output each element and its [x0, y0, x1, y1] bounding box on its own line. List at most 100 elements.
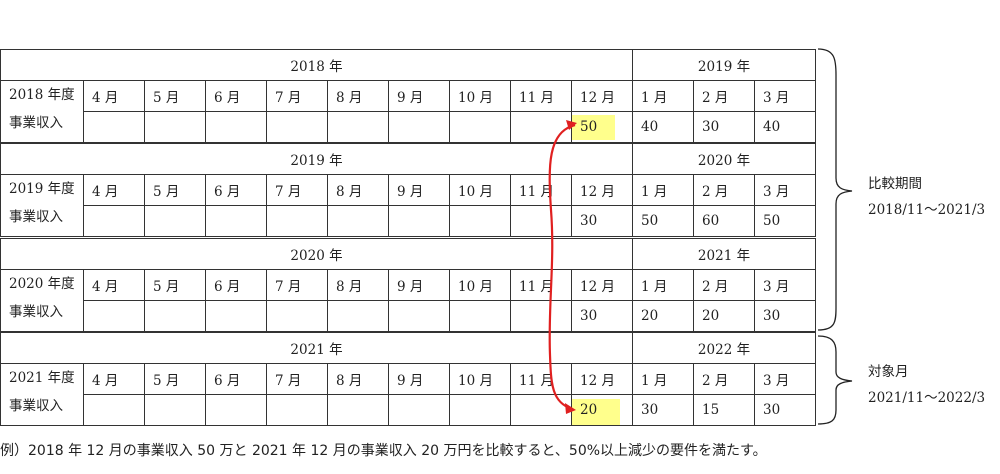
revenue-value-cell [327, 394, 389, 426]
revenue-value-cell [205, 205, 267, 237]
month-cell: 9 月 [388, 174, 450, 206]
revenue-value-cell [449, 205, 511, 237]
revenue-value-cell: 30 [693, 111, 755, 143]
revenue-label: 事業収入 [9, 303, 63, 320]
revenue-value-cell [144, 205, 206, 237]
revenue-value-cell: 20 [632, 300, 694, 332]
revenue-value-cell [388, 111, 450, 143]
revenue-value-cell: 50 [571, 111, 633, 143]
example-caption: 例）2018 年 12 月の事業収入 50 万と 2021 年 12 月の事業収… [0, 443, 767, 459]
month-cell: 1 月 [632, 80, 694, 112]
month-cell: 7 月 [266, 80, 328, 112]
target-month-range: 2021/11～2022/3 [868, 390, 986, 406]
revenue-value-cell [144, 394, 206, 426]
revenue-value-cell: 20 [571, 394, 633, 426]
revenue-value-cell [327, 300, 389, 332]
comparison-period-range: 2018/11～2021/3 [868, 202, 986, 218]
target-month-note: 対象月 2021/11～2022/3 [868, 362, 985, 408]
revenue-value: 60 [702, 213, 720, 229]
month-cell: 3 月 [754, 174, 816, 206]
month-cell: 1 月 [632, 174, 694, 206]
revenue-value: 20 [702, 308, 720, 324]
fiscal-year-label: 2018 年度 [9, 86, 75, 103]
month-cell: 9 月 [388, 80, 450, 112]
month-cell: 9 月 [388, 269, 450, 301]
month-cell: 10 月 [449, 80, 511, 112]
month-cell: 10 月 [449, 174, 511, 206]
revenue-value: 30 [763, 308, 781, 324]
calendar-year-header: 2021 年 [0, 332, 633, 364]
revenue-value: 50 [580, 119, 598, 135]
month-cell: 6 月 [205, 174, 267, 206]
revenue-value: 50 [641, 213, 659, 229]
month-cell: 7 月 [266, 363, 328, 395]
next-year-header: 2022 年 [632, 332, 816, 364]
revenue-value: 30 [702, 119, 720, 135]
revenue-value-cell: 40 [754, 111, 816, 143]
calendar-year-header: 2019 年 [0, 143, 633, 175]
revenue-value-cell [83, 205, 145, 237]
target-month-title: 対象月 [868, 364, 909, 380]
revenue-value-cell: 30 [754, 394, 816, 426]
revenue-value: 40 [641, 119, 659, 135]
month-cell: 12 月 [571, 269, 633, 301]
fiscal-year-row-label: 2021 年度 事業収入 [0, 363, 84, 426]
revenue-value-cell [266, 300, 328, 332]
month-cell: 3 月 [754, 80, 816, 112]
revenue-value-cell: 30 [571, 205, 633, 237]
month-cell: 3 月 [754, 269, 816, 301]
revenue-value: 50 [763, 213, 781, 229]
revenue-value-cell: 15 [693, 394, 755, 426]
month-cell: 4 月 [83, 174, 145, 206]
revenue-value: 30 [580, 213, 598, 229]
revenue-value-cell [266, 205, 328, 237]
month-cell: 2 月 [693, 174, 755, 206]
month-cell: 5 月 [144, 269, 206, 301]
month-cell: 6 月 [205, 269, 267, 301]
fiscal-year-row-label: 2020 年度 事業収入 [0, 269, 84, 332]
calendar-year-header: 2018 年 [0, 49, 633, 81]
fiscal-year-label: 2020 年度 [9, 275, 75, 292]
revenue-value: 40 [763, 119, 781, 135]
comparison-period-brace [817, 48, 853, 331]
revenue-value-cell [144, 300, 206, 332]
target-month-brace [817, 335, 853, 425]
revenue-label: 事業収入 [9, 397, 63, 414]
revenue-value: 20 [641, 308, 659, 324]
month-cell: 8 月 [327, 363, 389, 395]
revenue-value-cell: 40 [632, 111, 694, 143]
revenue-value-cell [205, 111, 267, 143]
revenue-value: 30 [763, 402, 781, 418]
revenue-value-cell: 50 [632, 205, 694, 237]
revenue-value-cell: 60 [693, 205, 755, 237]
revenue-value: 30 [580, 308, 598, 324]
revenue-value-cell [449, 300, 511, 332]
month-cell: 5 月 [144, 174, 206, 206]
revenue-value-cell [449, 111, 511, 143]
month-cell: 2 月 [693, 363, 755, 395]
month-cell: 7 月 [266, 174, 328, 206]
revenue-value: 30 [641, 402, 659, 418]
revenue-label: 事業収入 [9, 114, 63, 131]
month-cell: 8 月 [327, 174, 389, 206]
month-cell: 6 月 [205, 80, 267, 112]
revenue-value-cell: 30 [632, 394, 694, 426]
month-cell: 1 月 [632, 269, 694, 301]
revenue-value-cell: 30 [754, 300, 816, 332]
month-cell: 10 月 [449, 269, 511, 301]
month-cell: 1 月 [632, 363, 694, 395]
revenue-value-cell [388, 205, 450, 237]
month-cell: 6 月 [205, 363, 267, 395]
revenue-value-cell: 20 [693, 300, 755, 332]
revenue-value: 20 [580, 402, 598, 418]
revenue-value-cell [266, 394, 328, 426]
revenue-value-cell [205, 394, 267, 426]
fiscal-year-row-label: 2019 年度 事業収入 [0, 174, 84, 237]
comparison-period-note: 比較期間 2018/11～2021/3 [868, 174, 985, 220]
revenue-value-cell: 50 [754, 205, 816, 237]
